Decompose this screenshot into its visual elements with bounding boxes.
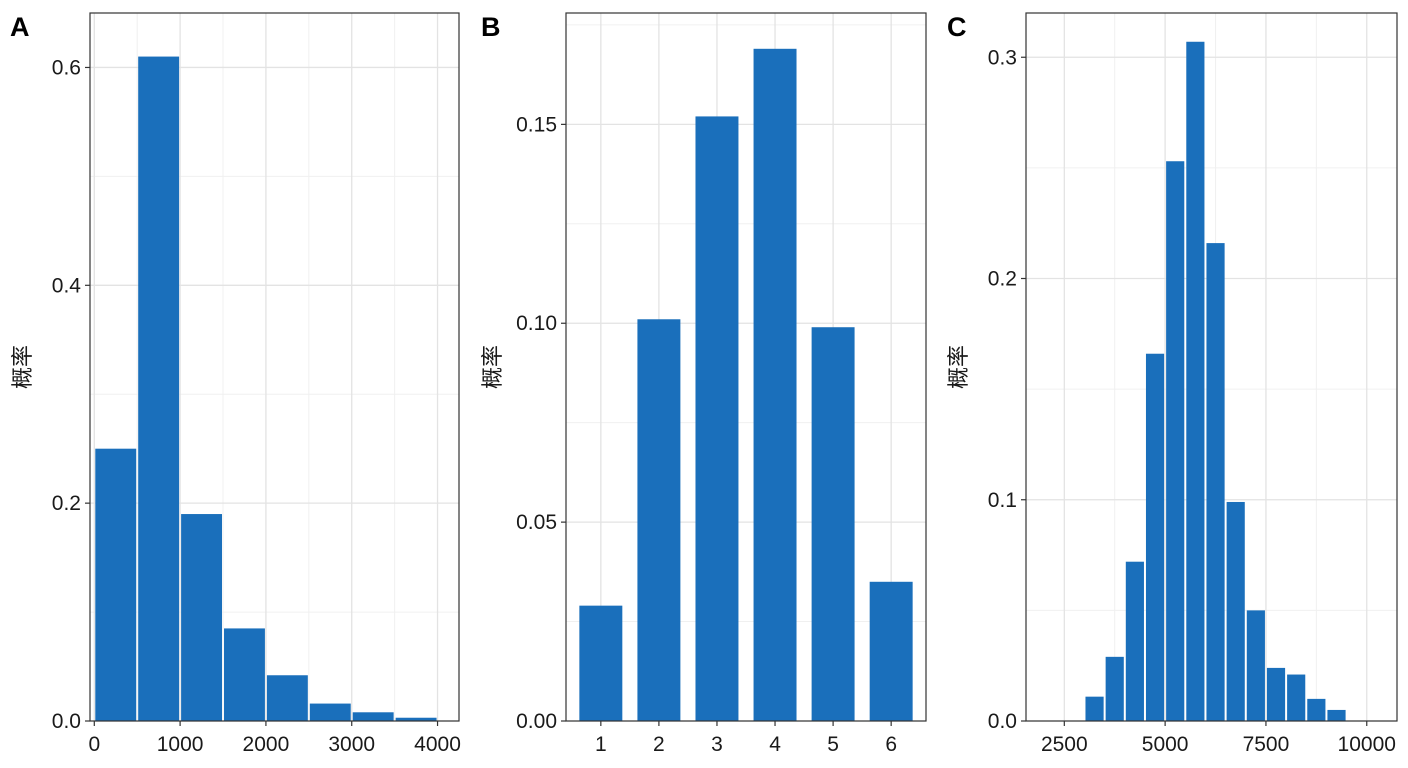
y-tick-label: 0.1 [988,489,1017,512]
x-tick-label: 10000 [1338,733,1396,756]
bar-bin-3750 [395,717,437,721]
y-axis-label: 概率 [947,345,972,389]
y-tick-label: 0.10 [516,312,557,335]
x-tick-label: 6 [885,733,897,756]
bar-6 [869,581,913,721]
x-tick-label: 2500 [1041,733,1088,756]
y-axis-label: 概率 [11,345,36,389]
y-axis-label: 概率 [481,345,506,389]
x-tick-label: 5 [827,733,839,756]
x-tick-label: 3 [711,733,723,756]
plot-frame [565,12,927,722]
x-tick-label: 2000 [243,733,290,756]
chart-panel-b: 0.00 0.05 0.10 0.15 1 2 3 4 5 6 概率 B [481,12,927,756]
bar-bin-3750 [1105,656,1124,721]
y-tick-label: 0.15 [516,113,557,136]
panel-label: A [10,12,30,42]
bar-bin-5750 [1186,41,1205,721]
chart-panel-a: 0.0 0.2 0.4 0.6 0 1000 2000 3000 4000 概率 A [10,12,461,756]
plot-frame [89,12,460,722]
bar-bin-7250 [1246,610,1265,721]
bar-bin-6250 [1206,243,1225,721]
bar-bin-7750 [1266,667,1286,721]
bar-bin-8250 [1287,674,1306,721]
chart-panel-c: 0.0 0.1 0.2 0.3 2500 5000 7500 10000 概率 C [947,12,1398,756]
bar-bin-1750 [224,628,265,721]
bar-2 [637,319,681,721]
x-tick-label: 4 [769,733,781,756]
plot-frame [1025,12,1398,722]
x-tick-label: 3000 [328,733,375,756]
bar-bin-8750 [1307,698,1326,721]
bar-bin-2750 [309,703,351,721]
bar-bin-6750 [1226,501,1245,721]
y-tick-label: 0.6 [52,56,81,79]
x-tick-label: 2 [653,733,665,756]
x-tick-label: 1000 [157,733,204,756]
x-tick-label: 0 [88,733,100,756]
bar-3 [695,116,739,722]
bar-bin-1250 [181,514,223,721]
bar-bin-4750 [1145,353,1165,721]
bar-bin-3250 [352,712,394,721]
bar-bin-250 [95,448,137,721]
y-tick-label: 0.3 [988,46,1017,69]
bar-series [95,56,437,722]
y-tick-label: 0.05 [516,511,557,534]
bar-bin-9250 [1327,709,1346,721]
y-tick-label: 0.2 [988,268,1017,291]
y-tick-label: 0.4 [52,274,82,297]
x-tick-label: 5000 [1142,733,1189,756]
bar-1 [579,605,623,721]
x-tick-label: 1 [595,733,607,756]
bar-5 [811,327,855,721]
bar-series [1085,41,1346,722]
bar-bin-2250 [266,675,308,721]
panel-label: C [947,12,967,42]
bar-4 [753,48,797,722]
x-tick-label: 4000 [414,733,461,756]
y-tick-label: 0.2 [52,492,81,515]
y-tick-label: 0.0 [988,710,1017,733]
bar-bin-5250 [1166,161,1185,722]
y-tick-label: 0.00 [516,710,557,733]
y-tick-label: 0.0 [52,710,81,733]
bar-bin-4250 [1125,561,1144,721]
bar-series [579,48,913,722]
bar-bin-750 [138,56,180,722]
bar-bin-3250 [1085,696,1104,721]
x-tick-label: 7500 [1243,733,1290,756]
panel-label: B [481,12,501,42]
